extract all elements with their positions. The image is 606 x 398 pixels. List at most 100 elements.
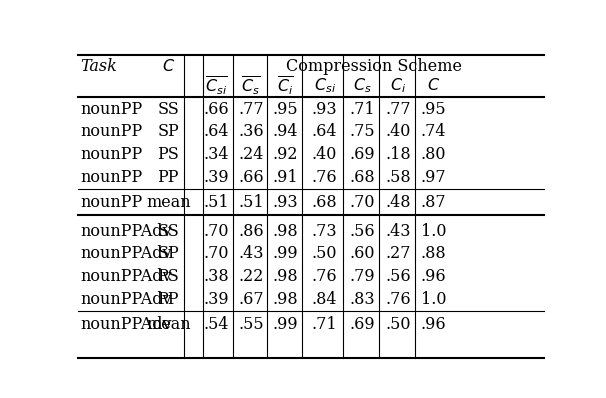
Text: mean: mean — [146, 195, 190, 211]
Text: nounPP: nounPP — [81, 169, 142, 186]
Text: .22: .22 — [238, 268, 264, 285]
Text: .67: .67 — [238, 291, 264, 308]
Text: .96: .96 — [421, 316, 447, 334]
Text: .68: .68 — [350, 169, 375, 186]
Text: .51: .51 — [204, 195, 230, 211]
Text: .77: .77 — [385, 101, 411, 118]
Text: .43: .43 — [385, 222, 411, 240]
Text: .76: .76 — [312, 169, 338, 186]
Text: .27: .27 — [385, 245, 411, 262]
Text: $\overline{C_{si}}$: $\overline{C_{si}}$ — [205, 74, 228, 97]
Text: .77: .77 — [238, 101, 264, 118]
Text: .91: .91 — [273, 169, 298, 186]
Text: .69: .69 — [350, 146, 375, 163]
Text: $C_s$: $C_s$ — [353, 76, 371, 95]
Text: .93: .93 — [273, 195, 298, 211]
Text: .50: .50 — [312, 245, 338, 262]
Text: .95: .95 — [421, 101, 447, 118]
Text: .79: .79 — [350, 268, 375, 285]
Text: .18: .18 — [385, 146, 411, 163]
Text: nounPP: nounPP — [81, 195, 142, 211]
Text: .76: .76 — [312, 268, 338, 285]
Text: .80: .80 — [421, 146, 447, 163]
Text: $\overline{C_s}$: $\overline{C_s}$ — [241, 74, 261, 97]
Text: .98: .98 — [273, 222, 298, 240]
Text: SS: SS — [158, 101, 179, 118]
Text: .98: .98 — [273, 291, 298, 308]
Text: .38: .38 — [204, 268, 230, 285]
Text: .98: .98 — [273, 268, 298, 285]
Text: .56: .56 — [385, 268, 411, 285]
Text: .58: .58 — [385, 169, 411, 186]
Text: .84: .84 — [312, 291, 338, 308]
Text: .64: .64 — [312, 123, 338, 140]
Text: nounPPAdv: nounPPAdv — [81, 245, 172, 262]
Text: mean: mean — [146, 316, 190, 334]
Text: .99: .99 — [273, 245, 298, 262]
Text: nounPPAdv: nounPPAdv — [81, 316, 172, 334]
Text: .96: .96 — [421, 268, 447, 285]
Text: .56: .56 — [350, 222, 375, 240]
Text: nounPPAdv: nounPPAdv — [81, 268, 172, 285]
Text: .34: .34 — [204, 146, 230, 163]
Text: .69: .69 — [350, 316, 375, 334]
Text: 1.0: 1.0 — [421, 222, 447, 240]
Text: .50: .50 — [385, 316, 411, 334]
Text: .60: .60 — [350, 245, 375, 262]
Text: $C$: $C$ — [162, 58, 175, 74]
Text: .71: .71 — [312, 316, 338, 334]
Text: .66: .66 — [204, 101, 230, 118]
Text: .68: .68 — [312, 195, 338, 211]
Text: $\overline{C_i}$: $\overline{C_i}$ — [277, 74, 293, 97]
Text: .40: .40 — [385, 123, 411, 140]
Text: .36: .36 — [238, 123, 264, 140]
Text: SS: SS — [158, 222, 179, 240]
Text: .87: .87 — [421, 195, 447, 211]
Text: PS: PS — [158, 146, 179, 163]
Text: .94: .94 — [273, 123, 298, 140]
Text: $C$: $C$ — [427, 77, 440, 94]
Text: nounPPAdv: nounPPAdv — [81, 291, 172, 308]
Text: .76: .76 — [385, 291, 411, 308]
Text: .88: .88 — [421, 245, 447, 262]
Text: nounPP: nounPP — [81, 101, 142, 118]
Text: .66: .66 — [238, 169, 264, 186]
Text: .39: .39 — [204, 291, 230, 308]
Text: nounPPAdv: nounPPAdv — [81, 222, 172, 240]
Text: .39: .39 — [204, 169, 230, 186]
Text: .70: .70 — [350, 195, 375, 211]
Text: nounPP: nounPP — [81, 146, 142, 163]
Text: .55: .55 — [238, 316, 264, 334]
Text: PP: PP — [158, 169, 179, 186]
Text: .73: .73 — [312, 222, 338, 240]
Text: .40: .40 — [312, 146, 338, 163]
Text: .48: .48 — [385, 195, 411, 211]
Text: .95: .95 — [273, 101, 298, 118]
Text: .74: .74 — [421, 123, 447, 140]
Text: SP: SP — [158, 123, 179, 140]
Text: .70: .70 — [204, 245, 230, 262]
Text: Compression Scheme: Compression Scheme — [286, 58, 462, 74]
Text: .75: .75 — [350, 123, 375, 140]
Text: $C_{si}$: $C_{si}$ — [314, 76, 336, 95]
Text: PS: PS — [158, 268, 179, 285]
Text: .71: .71 — [350, 101, 375, 118]
Text: nounPP: nounPP — [81, 123, 142, 140]
Text: Task: Task — [81, 58, 118, 74]
Text: SP: SP — [158, 245, 179, 262]
Text: PP: PP — [158, 291, 179, 308]
Text: .93: .93 — [312, 101, 338, 118]
Text: .43: .43 — [238, 245, 264, 262]
Text: .99: .99 — [273, 316, 298, 334]
Text: .92: .92 — [273, 146, 298, 163]
Text: .70: .70 — [204, 222, 230, 240]
Text: 1.0: 1.0 — [421, 291, 447, 308]
Text: .24: .24 — [238, 146, 264, 163]
Text: .83: .83 — [350, 291, 375, 308]
Text: .64: .64 — [204, 123, 230, 140]
Text: .51: .51 — [238, 195, 264, 211]
Text: .54: .54 — [204, 316, 230, 334]
Text: .97: .97 — [421, 169, 447, 186]
Text: .86: .86 — [238, 222, 264, 240]
Text: $C_i$: $C_i$ — [390, 76, 406, 95]
